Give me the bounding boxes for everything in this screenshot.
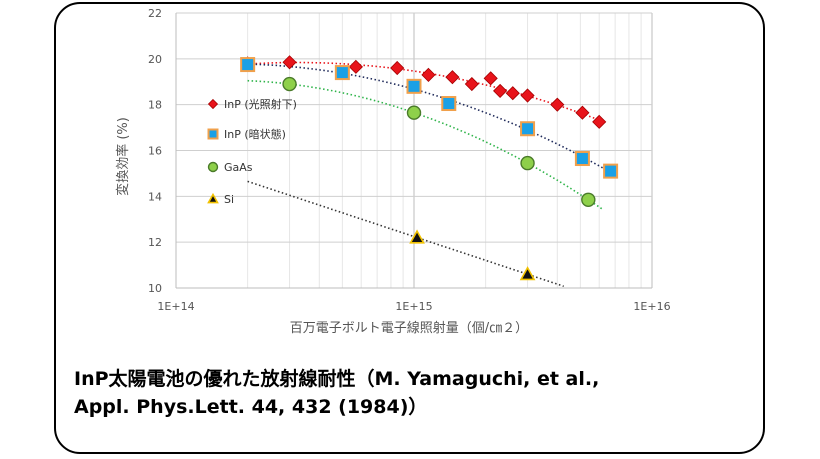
data-point-diamond bbox=[282, 55, 297, 70]
data-point-diamond bbox=[493, 83, 508, 98]
y-axis-title: 変換効率 (%) bbox=[115, 117, 131, 196]
data-point-circle bbox=[282, 76, 297, 92]
x-tick-label: 1E+14 bbox=[157, 300, 194, 313]
legend-label: InP (光照射下) bbox=[224, 97, 297, 111]
data-point-diamond bbox=[421, 67, 436, 82]
caption-line-2: Appl. Phys.Lett. 44, 432 (1984)） bbox=[74, 396, 428, 418]
x-axis-title: 百万電子ボルト電子線照射量（個/㎝２） bbox=[290, 320, 528, 336]
data-point-square bbox=[406, 78, 422, 94]
data-point-circle bbox=[520, 155, 535, 171]
y-tick-label: 12 bbox=[148, 236, 162, 249]
trendline-2 bbox=[247, 79, 604, 210]
data-point-square bbox=[240, 57, 256, 73]
data-point-diamond bbox=[483, 71, 498, 86]
figure-caption: InP太陽電池の優れた放射線耐性（M. Yamaguchi, et al., A… bbox=[74, 365, 754, 421]
trendline-1 bbox=[247, 63, 610, 173]
data-point-diamond bbox=[520, 88, 535, 103]
data-point-circle bbox=[581, 192, 596, 207]
data-point-diamond bbox=[592, 114, 607, 129]
y-tick-label: 10 bbox=[148, 282, 162, 295]
data-point-diamond bbox=[348, 59, 363, 74]
data-point-diamond bbox=[390, 60, 405, 76]
data-point-diamond bbox=[445, 70, 460, 85]
x-tick-label: 1E+15 bbox=[395, 300, 432, 313]
y-tick-label: 16 bbox=[148, 145, 162, 158]
data-point-circle bbox=[406, 105, 422, 120]
legend-marker-diamond bbox=[207, 98, 219, 110]
data-point-diamond bbox=[464, 76, 479, 92]
data-point-square bbox=[603, 163, 619, 179]
data-point-square bbox=[520, 121, 536, 137]
legend-marker-circle bbox=[207, 161, 219, 173]
data-point-triangle bbox=[409, 229, 425, 244]
caption-line-1: InP太陽電池の優れた放射線耐性（M. Yamaguchi, et al., bbox=[74, 368, 600, 390]
legend-label: GaAs bbox=[224, 161, 253, 174]
legend-label: InP (暗状態) bbox=[224, 127, 286, 141]
legend-marker-square bbox=[207, 128, 219, 140]
data-point-square bbox=[441, 96, 457, 112]
data-point-triangle bbox=[519, 266, 536, 281]
y-tick-label: 14 bbox=[148, 190, 162, 203]
legend-label: Si bbox=[224, 193, 234, 206]
data-point-diamond bbox=[505, 86, 520, 101]
data-point-diamond bbox=[575, 105, 590, 120]
data-point-square bbox=[574, 151, 590, 167]
x-tick-label: 1E+16 bbox=[633, 300, 670, 313]
trendline-3 bbox=[247, 180, 564, 288]
figure-frame bbox=[54, 2, 765, 454]
data-point-square bbox=[334, 65, 350, 81]
y-tick-label: 22 bbox=[148, 7, 162, 20]
y-tick-label: 18 bbox=[148, 99, 162, 112]
y-tick-label: 20 bbox=[148, 53, 162, 66]
legend-marker-triangle bbox=[207, 192, 219, 204]
data-point-diamond bbox=[550, 97, 565, 112]
